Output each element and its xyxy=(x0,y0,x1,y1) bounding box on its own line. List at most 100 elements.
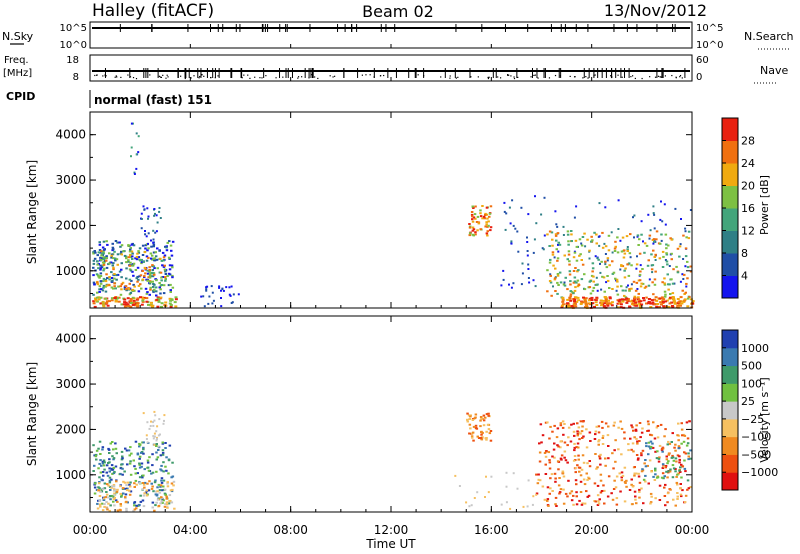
scatter-cell xyxy=(578,470,581,473)
colorbar-segment xyxy=(722,230,738,254)
scatter-cell xyxy=(672,299,676,302)
scatter-cell xyxy=(556,257,560,260)
scatter-cell xyxy=(129,481,132,484)
scatter-cell xyxy=(479,416,483,418)
scatter-cell xyxy=(105,255,108,258)
scatter-cell xyxy=(602,276,606,279)
scatter-cell xyxy=(111,472,114,475)
scatter-cell xyxy=(683,467,687,470)
scatter-cell xyxy=(471,205,474,208)
scatter-cell xyxy=(102,280,105,283)
scatter-cell xyxy=(615,475,619,478)
scatter-cell xyxy=(503,210,506,213)
scatter-cell xyxy=(102,497,106,500)
scatter-cell xyxy=(92,300,96,303)
scatter-cell xyxy=(468,234,471,237)
scatter-cell xyxy=(108,485,112,488)
scatter-cell xyxy=(641,468,644,471)
scatter-cell xyxy=(145,494,149,497)
scatter-cell xyxy=(639,270,642,273)
scatter-cell xyxy=(142,494,146,497)
scatter-cell xyxy=(554,480,557,483)
nave-dot xyxy=(275,77,277,79)
scatter-cell xyxy=(113,282,116,285)
colorbar-segment xyxy=(722,118,738,141)
scatter-cell xyxy=(116,297,119,300)
scatter-cell xyxy=(169,304,173,307)
nave-dot xyxy=(664,75,667,77)
scatter-cell xyxy=(658,444,662,447)
scatter-cell xyxy=(648,234,652,237)
scatter-cell xyxy=(540,441,543,444)
scatter-cell xyxy=(471,229,475,232)
scatter-cell xyxy=(623,480,627,483)
scatter-cell xyxy=(657,460,661,463)
scatter-cell xyxy=(108,458,111,461)
scatter-cell xyxy=(613,449,616,452)
scatter-cell xyxy=(212,299,215,302)
scatter-cell xyxy=(474,416,477,419)
scatter-cell xyxy=(669,293,672,295)
scatter-cell xyxy=(479,212,482,215)
scatter-cell xyxy=(576,442,580,445)
nave-dot xyxy=(297,77,299,79)
scatter-cell xyxy=(618,472,621,475)
scatter-cell xyxy=(116,253,120,256)
scatter-cell xyxy=(614,486,618,489)
scatter-cell xyxy=(626,250,629,252)
colorbar-tick-label: −25 xyxy=(741,413,764,426)
scatter-cell xyxy=(562,502,566,505)
scatter-cell xyxy=(130,250,134,253)
scatter-cell xyxy=(469,427,472,430)
scatter-cell xyxy=(555,436,559,439)
scatter-cell xyxy=(156,456,160,459)
scatter-cell xyxy=(610,231,613,234)
scatter-cell xyxy=(590,274,594,277)
scatter-cell xyxy=(475,427,479,430)
scatter-cell xyxy=(680,218,682,220)
scatter-cell xyxy=(670,278,673,281)
scatter-cell xyxy=(100,478,103,481)
scatter-cell xyxy=(509,507,512,510)
nave-dot xyxy=(681,77,683,79)
scatter-cell xyxy=(685,236,688,239)
scatter-cell xyxy=(122,303,126,306)
scatter-cell xyxy=(653,213,656,216)
scatter-cell xyxy=(678,458,681,461)
scatter-cell xyxy=(688,420,691,423)
scatter-cell xyxy=(135,504,138,507)
scatter-cell xyxy=(153,410,156,413)
scatter-cell xyxy=(167,272,171,275)
scatter-cell xyxy=(485,413,489,416)
scatter-cell xyxy=(555,223,558,226)
scatter-cell xyxy=(603,502,606,505)
scatter-cell xyxy=(676,492,679,494)
scatter-cell xyxy=(631,485,635,488)
scatter-cell xyxy=(484,416,487,419)
scatter-cell xyxy=(119,467,123,470)
scatter-cell xyxy=(671,292,675,295)
scatter-cell xyxy=(203,305,206,308)
scatter-cell xyxy=(98,276,101,279)
scatter-cell xyxy=(646,264,650,267)
scatter-cell xyxy=(140,451,143,454)
scatter-cell xyxy=(125,507,128,510)
scatter-cell xyxy=(598,235,601,238)
scatter-cell xyxy=(113,471,116,473)
scatter-cell xyxy=(93,283,96,286)
nave-dot xyxy=(533,74,535,77)
scatter-cell xyxy=(155,230,158,233)
scatter-cell xyxy=(660,476,664,479)
scatter-cell xyxy=(111,494,114,497)
scatter-cell xyxy=(152,289,155,292)
scatter-cell xyxy=(120,283,124,286)
scatter-cell xyxy=(663,277,666,280)
scatter-cell xyxy=(599,473,603,476)
scatter-cell xyxy=(594,433,597,436)
scatter-cell xyxy=(570,290,574,293)
scatter-cell xyxy=(489,430,493,432)
scatter-cell xyxy=(166,481,169,484)
scatter-cell xyxy=(100,252,104,255)
scatter-cell xyxy=(140,261,144,264)
